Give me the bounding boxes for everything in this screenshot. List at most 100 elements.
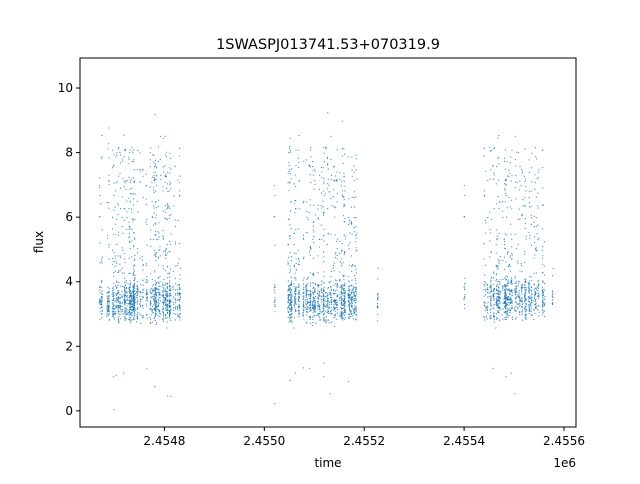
data-point bbox=[330, 301, 332, 304]
data-point bbox=[289, 313, 291, 316]
data-point bbox=[303, 309, 305, 311]
data-point bbox=[130, 208, 133, 210]
data-point bbox=[339, 172, 341, 174]
data-point bbox=[124, 317, 126, 319]
data-point bbox=[516, 303, 518, 305]
data-point bbox=[124, 282, 126, 284]
data-point bbox=[323, 296, 325, 298]
data-point bbox=[172, 301, 174, 304]
data-point bbox=[298, 309, 300, 311]
data-point bbox=[314, 304, 317, 306]
data-point bbox=[151, 181, 153, 183]
data-point bbox=[344, 235, 346, 237]
data-point bbox=[101, 229, 103, 231]
data-point bbox=[463, 286, 465, 288]
data-point bbox=[334, 290, 336, 292]
data-point bbox=[119, 303, 121, 305]
data-point bbox=[344, 238, 346, 240]
data-point bbox=[330, 289, 332, 291]
data-point bbox=[483, 302, 485, 304]
data-point bbox=[322, 307, 324, 309]
data-point bbox=[507, 313, 509, 315]
data-point bbox=[108, 157, 110, 159]
data-point bbox=[543, 274, 546, 276]
data-point bbox=[543, 316, 546, 318]
data-point bbox=[129, 289, 131, 291]
data-point bbox=[535, 225, 537, 228]
data-point bbox=[303, 286, 305, 288]
data-point bbox=[154, 222, 156, 224]
data-point bbox=[162, 295, 164, 297]
data-point bbox=[484, 294, 487, 296]
data-point bbox=[323, 152, 325, 154]
data-point bbox=[348, 304, 351, 306]
data-point bbox=[172, 288, 174, 290]
data-point bbox=[518, 297, 521, 299]
data-point bbox=[158, 283, 160, 285]
data-point bbox=[341, 258, 343, 260]
data-point bbox=[464, 308, 466, 310]
data-point bbox=[291, 316, 293, 318]
data-point bbox=[518, 290, 521, 292]
data-point bbox=[340, 263, 343, 265]
data-point bbox=[315, 314, 317, 316]
data-point bbox=[291, 295, 293, 297]
data-point bbox=[107, 286, 109, 288]
data-point bbox=[163, 301, 165, 304]
data-point bbox=[313, 241, 315, 244]
data-point bbox=[531, 314, 533, 316]
data-point bbox=[122, 285, 124, 287]
data-point bbox=[298, 180, 300, 182]
data-point bbox=[170, 289, 172, 292]
data-point bbox=[485, 282, 487, 284]
data-point bbox=[134, 277, 136, 279]
data-point bbox=[529, 234, 531, 236]
data-point bbox=[341, 305, 343, 307]
data-point bbox=[312, 166, 314, 168]
data-point bbox=[153, 212, 155, 214]
data-point bbox=[353, 288, 355, 290]
data-point bbox=[115, 190, 117, 192]
data-point bbox=[128, 288, 130, 290]
data-point bbox=[129, 308, 131, 310]
data-point bbox=[165, 249, 167, 251]
data-point bbox=[166, 295, 168, 297]
data-point bbox=[509, 206, 511, 208]
data-point bbox=[353, 298, 355, 300]
data-point bbox=[517, 306, 519, 309]
data-point bbox=[107, 237, 109, 239]
data-point bbox=[302, 238, 305, 240]
data-point bbox=[515, 309, 517, 312]
data-point bbox=[165, 294, 167, 296]
data-point bbox=[505, 311, 507, 313]
data-point bbox=[289, 379, 291, 382]
data-point bbox=[117, 204, 119, 206]
data-point bbox=[537, 177, 540, 179]
data-point bbox=[323, 181, 325, 183]
data-point bbox=[106, 316, 108, 318]
data-point bbox=[106, 314, 108, 316]
data-point bbox=[145, 296, 148, 298]
data-point bbox=[303, 200, 305, 202]
data-point bbox=[305, 302, 307, 304]
data-point bbox=[302, 202, 304, 204]
data-point bbox=[497, 258, 499, 260]
data-point bbox=[541, 263, 544, 265]
data-point bbox=[123, 219, 125, 221]
data-point bbox=[493, 312, 495, 314]
data-point bbox=[495, 293, 497, 295]
data-point bbox=[515, 298, 517, 300]
data-point bbox=[126, 288, 128, 290]
data-point bbox=[531, 286, 533, 289]
data-point bbox=[303, 292, 305, 294]
data-point bbox=[334, 315, 337, 317]
data-point bbox=[355, 283, 357, 285]
data-point bbox=[179, 267, 181, 269]
data-point bbox=[169, 268, 171, 270]
data-point bbox=[99, 184, 101, 187]
data-point bbox=[153, 308, 155, 310]
data-point bbox=[291, 168, 293, 170]
data-point bbox=[355, 291, 357, 293]
data-point bbox=[350, 313, 352, 315]
data-point bbox=[169, 311, 171, 313]
